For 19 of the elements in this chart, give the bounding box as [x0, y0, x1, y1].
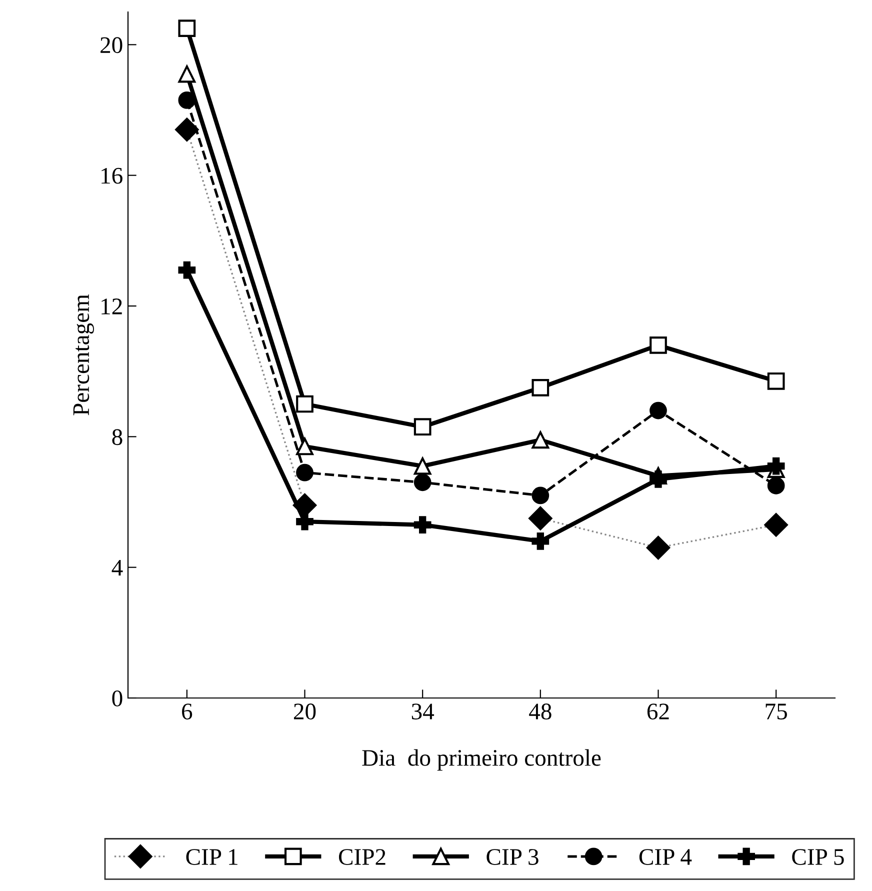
legend-label: CIP2 [338, 849, 386, 865]
y-tick-label: 8 [112, 429, 122, 446]
legend-label: CIP 4 [639, 849, 692, 865]
y-tick-label: 0 [112, 690, 122, 706]
legend-label: CIP 5 [792, 849, 844, 865]
y-axis-title: Percentagem [73, 294, 94, 416]
y-tick-label: 12 [102, 298, 122, 314]
x-tick-label: 75 [766, 704, 787, 720]
legend-label: CIP 3 [486, 849, 538, 865]
x-axis-title: Dia do primeiro controle [362, 749, 601, 771]
y-tick-label: 4 [112, 560, 123, 576]
y-tick-label: 16 [102, 168, 122, 184]
x-tick-label: 34 [412, 704, 434, 720]
x-tick-label: 20 [294, 704, 316, 720]
x-tick-label: 48 [529, 704, 552, 720]
x-tick-label: 62 [647, 704, 669, 720]
legend-label: CIP 1 [186, 849, 238, 865]
x-tick-label: 6 [182, 704, 192, 720]
y-tick-label: 20 [100, 37, 122, 54]
